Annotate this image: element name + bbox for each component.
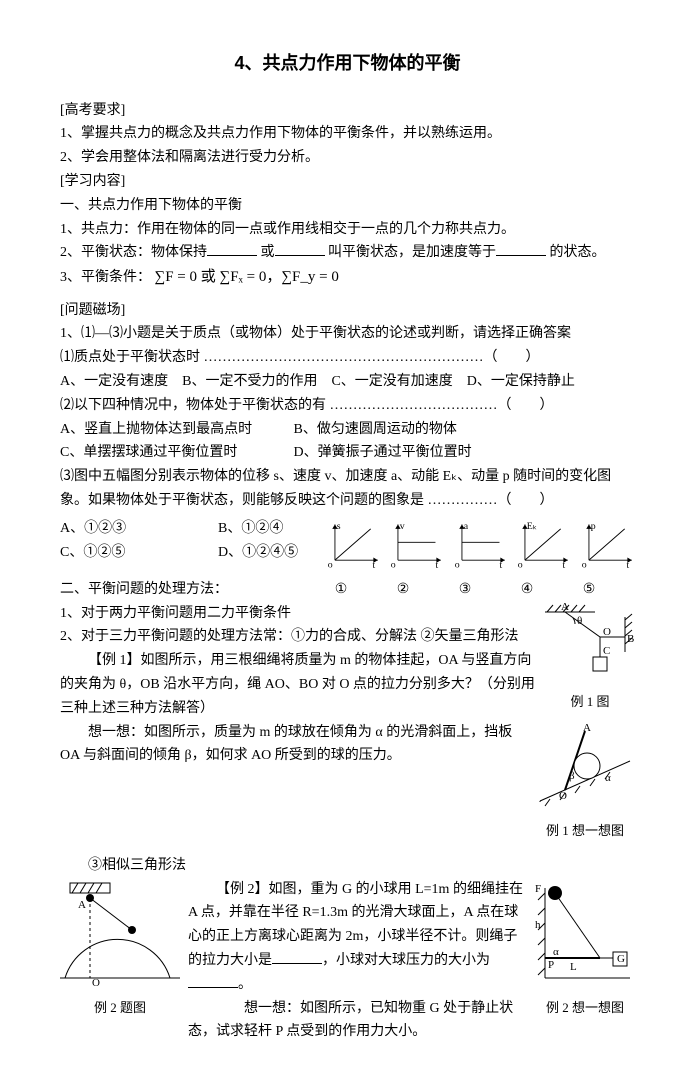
- chart-origin: o: [581, 559, 586, 570]
- blank-2: [275, 241, 325, 256]
- q1-3: ⑶图中五幅图分别表示物体的位移 s、速度 v、加速度 a、动能 Eₖ、动量 p …: [60, 465, 635, 513]
- blank-state-end: 的状态。: [550, 245, 606, 260]
- chart-xlabel: t: [626, 560, 629, 571]
- chart-s-icon: s t o: [326, 517, 381, 572]
- blank-state-mid: 叫平衡状态，是加速度等于: [328, 245, 496, 260]
- example-2-think-figure: F h L α G P 例 2 想一想图: [535, 878, 635, 1019]
- study-line-2: 1、共点力：作用在物体的同一点或作用线相交于一点的几个力称共点力。: [60, 218, 635, 242]
- similar-triangle-label: ③相似三角形法: [88, 854, 635, 878]
- lbl-A3: A: [78, 899, 86, 911]
- lbl-alpha: α: [605, 772, 611, 784]
- q1-2: ⑵以下四种情况中，物体处于平衡状态的有 ………………………………（ ）: [60, 394, 635, 418]
- q1-2-optA: A、竖直上抛物体达到最高点时: [60, 418, 290, 442]
- q1-2-optD: D、弹簧振子通过平衡位置时: [294, 445, 472, 460]
- q1-2-optC: C、单摆摆球通过平衡位置时: [60, 441, 290, 465]
- blank-4: [272, 949, 322, 964]
- example-1-think-figure: A O α β 例 1 想一想图: [535, 721, 635, 842]
- q1-1: ⑴质点处于平衡状态时 ……………………………………………………（ ）: [60, 346, 635, 370]
- opt-c: C、①②⑤: [60, 541, 210, 565]
- chart-ek-icon: Eₖ t o: [516, 517, 571, 572]
- chart-ylabel: v: [400, 521, 405, 532]
- chart-ylabel: a: [464, 521, 469, 532]
- study-line-1: 一、共点力作用下物体的平衡: [60, 194, 635, 218]
- lbl-A: A: [561, 602, 569, 613]
- chart-xlabel: t: [372, 560, 375, 571]
- chart-origin: o: [391, 559, 396, 570]
- study-line-3: 2、平衡状态：物体保持 或 叫平衡状态，是加速度等于 的状态。: [60, 241, 635, 265]
- chart-ylabel: s: [337, 521, 341, 532]
- req-line-1: 1、掌握共点力的概念及共点力作用下物体的平衡条件，并以熟练运用。: [60, 122, 635, 146]
- chart-num-4: ④: [496, 578, 558, 602]
- ex2-part2: ，小球对大球压力的大小为: [322, 953, 490, 968]
- lbl-O: O: [603, 626, 611, 638]
- example-2-think-caption: 例 2 想一想图: [535, 997, 635, 1019]
- study-header: [学习内容]: [60, 170, 635, 194]
- chart-ylabel: Eₖ: [527, 521, 537, 532]
- chart-origin: o: [518, 559, 523, 570]
- lbl-alpha2: α: [553, 946, 559, 958]
- example-2-text: 【例 2】如图，重为 G 的小球用 L=1m 的细绳挂在 A 点，并靠在半径 R…: [188, 878, 527, 997]
- opt-b: B、①②④: [218, 517, 318, 541]
- blank-1: [207, 241, 257, 256]
- section-2-line: 二、平衡问题的处理方法：: [60, 578, 310, 602]
- blank-5: [188, 973, 238, 988]
- lbl-P: P: [548, 959, 554, 971]
- problem-header: [问题磁场]: [60, 299, 635, 323]
- lbl-B: B: [627, 633, 634, 645]
- page-title: 4、共点力作用下物体的平衡: [60, 48, 635, 79]
- ex2-part3: 。: [238, 977, 252, 992]
- q1-heading: 1、⑴—⑶小题是关于质点（或物体）处于平衡状态的论述或判断，请选择正确答案: [60, 322, 635, 346]
- lbl-O2: O: [559, 790, 567, 802]
- chart-origin: o: [455, 559, 460, 570]
- chart-xlabel: t: [563, 560, 566, 571]
- blank-3: [496, 241, 546, 256]
- q1-2-optB: B、做匀速圆周运动的物体: [294, 422, 457, 437]
- eq-cond-label: 3、平衡条件：: [60, 270, 151, 285]
- blank-state-or: 或: [261, 245, 275, 260]
- lbl-h: h: [535, 919, 541, 931]
- graph-option-row: A、①②③ C、①②⑤ B、①②④ D、①②④⑤ s t o v t o a t…: [60, 517, 635, 572]
- chart-ylabel: p: [590, 521, 595, 532]
- example-1-figure: A B O C θ 例 1 图: [545, 602, 635, 713]
- example-2-row: A O 例 2 题图 F h L α G P 例 2 想一想图 【例 2】如图，…: [60, 878, 635, 1045]
- equilibrium-formula: ∑F = 0 或 ∑Fₓ = 0，∑F_y = 0: [155, 269, 339, 285]
- q1-1-options: A、一定没有速度 B、一定不受力的作用 C、一定没有加速度 D、一定保持静止: [60, 370, 635, 394]
- example-1-think-caption: 例 1 想一想图: [535, 820, 635, 842]
- blank-state-prefix: 2、平衡状态：物体保持: [60, 245, 207, 260]
- q1-3-text: ⑶图中五幅图分别表示物体的位移 s、速度 v、加速度 a、动能 Eₖ、动量 p …: [60, 469, 611, 508]
- options-column-2: B、①②④ D、①②④⑤: [218, 517, 318, 565]
- lbl-O3: O: [92, 977, 100, 988]
- exam-req-header: [高考要求]: [60, 99, 635, 123]
- chart-p-icon: p t o: [580, 517, 635, 572]
- lbl-A2: A: [583, 722, 591, 734]
- options-column: A、①②③ C、①②⑤: [60, 517, 210, 565]
- req-line-2: 2、学会用整体法和隔离法进行受力分析。: [60, 146, 635, 170]
- lbl-C: C: [603, 645, 610, 657]
- q1-2-options: A、竖直上抛物体达到最高点时 B、做匀速圆周运动的物体 C、单摆摆球通过平衡位置…: [60, 418, 635, 466]
- lbl-F: F: [535, 883, 541, 895]
- chart-num-2: ②: [372, 578, 434, 602]
- chart-v-icon: v t o: [389, 517, 444, 572]
- example-2-figure: A O 例 2 题图: [60, 878, 180, 1019]
- example-1-caption: 例 1 图: [545, 691, 635, 713]
- chart-origin: o: [328, 559, 333, 570]
- chart-xlabel: t: [499, 560, 502, 571]
- lbl-beta: β: [569, 770, 575, 782]
- chart-xlabel: t: [436, 560, 439, 571]
- chart-number-row: 二、平衡问题的处理方法： ① ② ③ ④ ⑤: [60, 578, 635, 602]
- opt-d: D、①②④⑤: [218, 541, 318, 565]
- chart-num-1: ①: [310, 578, 372, 602]
- chart-num-3: ③: [434, 578, 496, 602]
- lbl-G: G: [617, 953, 625, 965]
- lbl-L: L: [570, 961, 577, 973]
- study-line-4: 3、平衡条件： ∑F = 0 或 ∑Fₓ = 0，∑F_y = 0: [60, 265, 635, 291]
- example-2-think-text: 想一想：如图所示，已知物重 G 处于静止状态，试求轻杆 P 点受到的作用力大小。: [188, 997, 527, 1045]
- opt-a: A、①②③: [60, 517, 210, 541]
- lbl-theta: θ: [577, 615, 582, 627]
- chart-a-icon: a t o: [453, 517, 508, 572]
- chart-num-5: ⑤: [558, 578, 620, 602]
- example-2-caption: 例 2 题图: [60, 997, 180, 1019]
